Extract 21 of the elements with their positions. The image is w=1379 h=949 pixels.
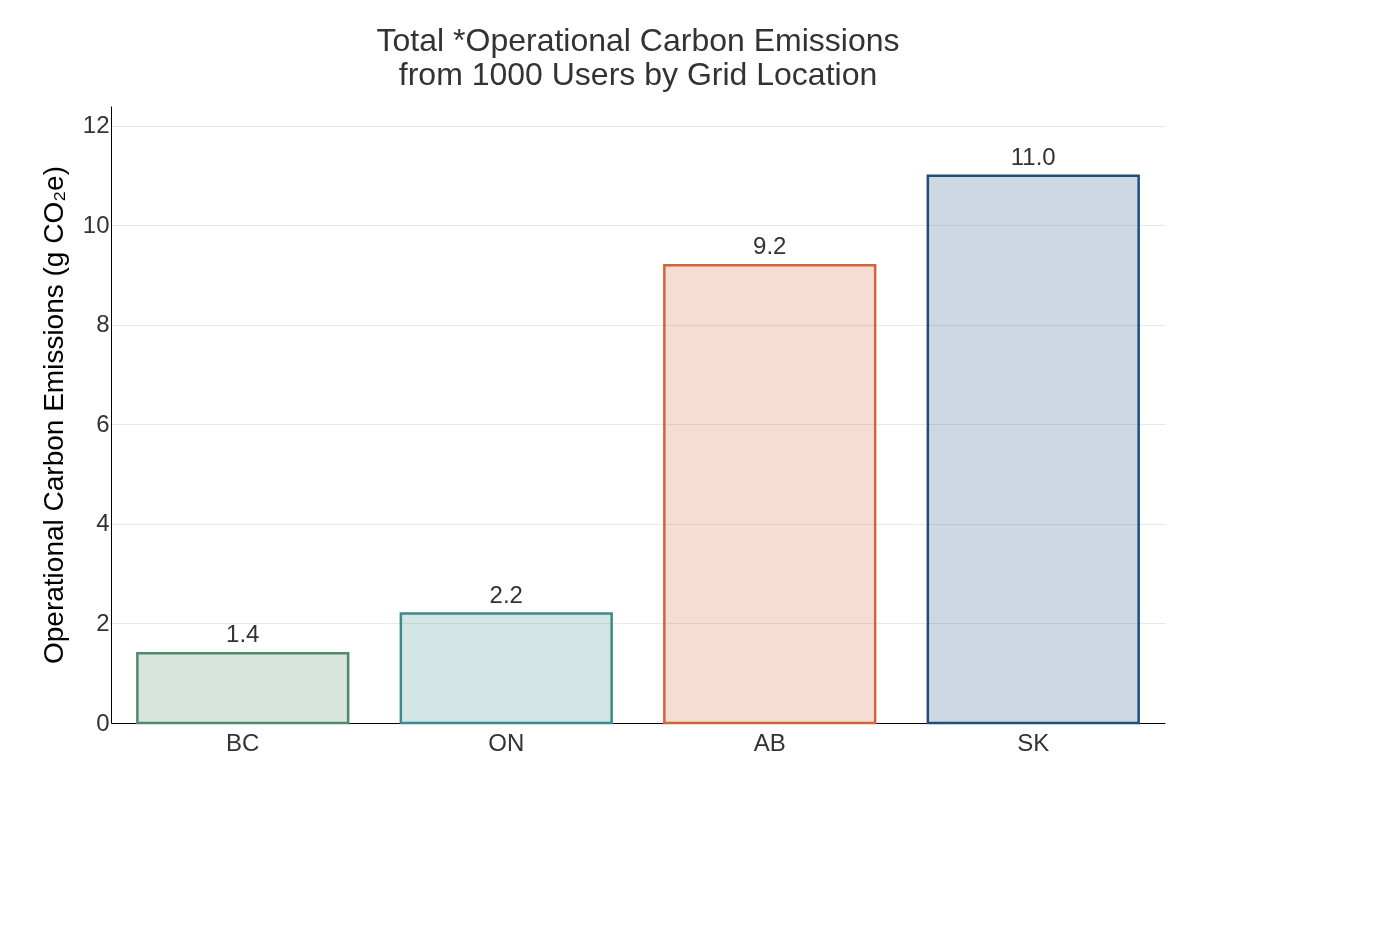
bar [926,174,1140,725]
y-tick-label: 2 [96,608,110,636]
data-label: 11.0 [1010,142,1056,170]
x-tick-label: BC [226,728,260,756]
y-tick-label: 12 [82,111,110,139]
x-tick-label: AB [753,728,786,756]
bar [136,652,350,725]
data-label: 9.2 [753,232,787,260]
x-tick-label: ON [488,728,525,756]
y-tick-label: 0 [96,708,110,736]
chart-title: Total *Operational Carbon Emissions from 1000 Users by Grid Location [376,22,900,92]
y-tick-label: 8 [96,310,110,338]
data-label: 2.2 [489,580,523,608]
x-tick-label: SK [1017,728,1050,756]
bar [663,263,877,725]
y-tick-label: 4 [96,509,110,537]
y-axis-title: Operational Carbon Emissions (g CO₂e) [37,166,69,664]
y-tick-label: 6 [96,409,110,437]
y-tick-label: 10 [82,210,110,238]
bar [399,612,613,725]
data-label: 1.4 [226,620,260,648]
